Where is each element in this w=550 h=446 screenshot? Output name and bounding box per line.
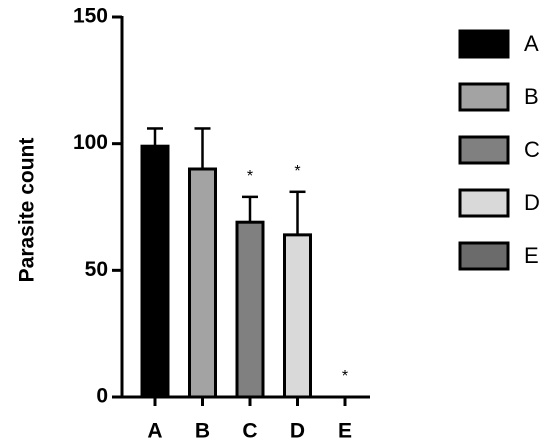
legend-label: D xyxy=(524,190,540,215)
x-tick-label: E xyxy=(338,420,352,443)
annotation: * xyxy=(342,368,348,385)
y-axis-label: Parasite count xyxy=(16,138,39,283)
legend-label: E xyxy=(524,243,539,268)
legend-swatch xyxy=(458,29,510,59)
legend-label: B xyxy=(524,84,539,109)
legend-label: C xyxy=(524,137,540,162)
x-tick-label: C xyxy=(242,420,257,443)
bar xyxy=(188,167,217,399)
x-tick-label: B xyxy=(195,420,210,443)
bar xyxy=(140,144,170,399)
x-tick-label: D xyxy=(290,420,305,443)
legend-label: A xyxy=(524,31,539,56)
x-tick-label: A xyxy=(147,420,162,443)
bar xyxy=(283,233,312,399)
legend-swatch xyxy=(458,135,510,165)
y-tick-label: 50 xyxy=(85,258,108,281)
legend-swatch xyxy=(458,241,510,271)
bar xyxy=(235,220,265,399)
y-tick-label: 0 xyxy=(96,385,108,408)
y-tick-label: 100 xyxy=(73,131,108,154)
legend-swatch xyxy=(458,188,510,218)
legend-swatch xyxy=(458,82,510,112)
annotation: * xyxy=(294,163,300,180)
y-tick-label: 150 xyxy=(73,5,108,28)
annotation: * xyxy=(247,168,253,185)
